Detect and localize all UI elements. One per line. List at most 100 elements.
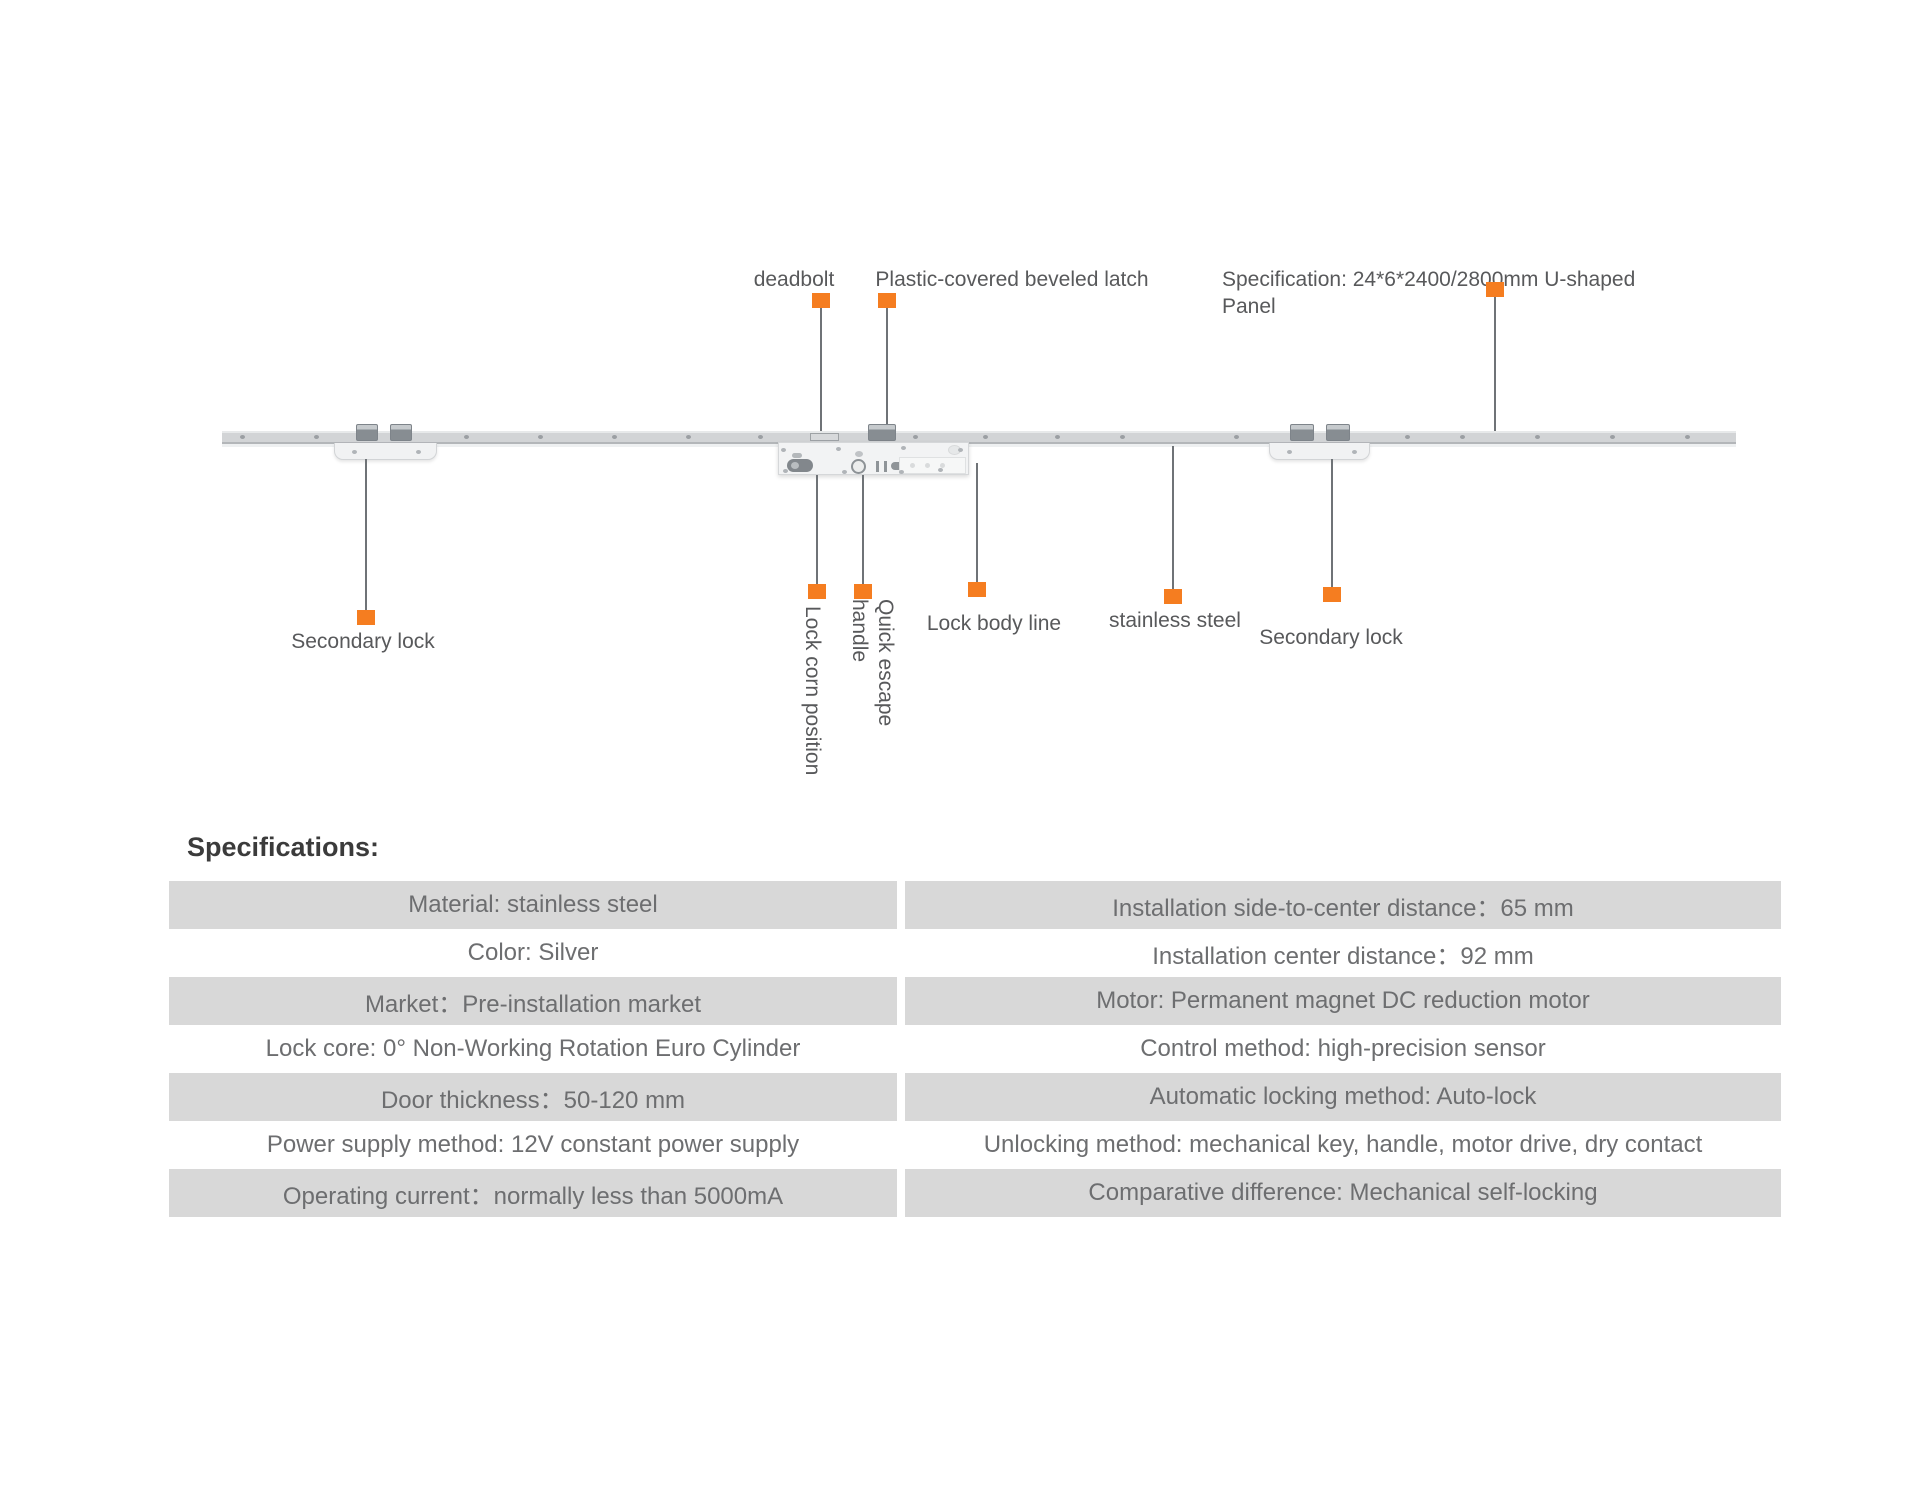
spec-cell-left: Door thickness：50-120 mm [169,1073,897,1121]
callout-marker-spec-panel [1486,282,1504,297]
screw-icon [1405,435,1410,439]
callout-marker-secondary-right [1323,587,1341,602]
spec-cell-left: Color: Silver [467,939,599,966]
leader-line-lock-corn [816,475,818,585]
callout-label-secondary-right: Secondary lock [1259,626,1403,649]
callout-marker-secondary-left [357,610,375,625]
callout-marker-deadbolt [812,293,830,308]
screw-icon [901,446,906,450]
screw-icon [416,450,421,454]
callout-label-lock-corn: Lock corn position [801,606,824,776]
spec-cell-left: Material: stainless steel [169,881,897,929]
callout-marker-quick-escape [854,584,872,599]
screw-icon [686,435,691,439]
table-row: Market：Pre-installation market Motor: Pe… [169,977,1781,1025]
spec-cell-right: Unlocking method: mechanical key, handle… [983,1131,1703,1158]
body-label-panel [899,457,966,474]
screw-icon [1234,435,1239,439]
panel-dot [940,463,945,468]
lock-rail [222,431,1736,444]
spec-cell-left: Market：Pre-installation market [169,977,897,1025]
callout-label-spec-panel: Specification: 24*6*2400/2800mm U-shaped… [1222,268,1636,318]
screw-icon [958,448,963,452]
cylinder-screw [792,453,802,458]
screw-icon [938,468,943,472]
spec-cell-left: Lock core: 0° Non-Working Rotation Euro … [265,1035,801,1062]
specifications-heading: Specifications: [187,832,380,862]
secondary-lock-right-bolt-1 [1290,424,1314,441]
spec-cell-left: Power supply method: 12V constant power … [266,1131,800,1158]
spec-cell-right: Motor: Permanent magnet DC reduction mot… [905,977,1781,1025]
leader-line-secondary-left [365,459,367,611]
callout-label-secondary-left: Secondary lock [291,630,435,653]
callout-marker-beveled-latch [878,293,896,308]
screw-icon [1352,450,1357,454]
screw-icon [783,469,788,473]
callout-label-beveled-latch: Plastic-covered beveled latch [875,268,1149,291]
body-slot-2 [884,461,887,472]
screw-icon [240,435,245,439]
screw-icon [842,470,847,474]
screw-icon [352,450,357,454]
screw-icon [899,470,904,474]
screw-icon [1120,435,1125,439]
cylinder-keyhole [791,462,799,469]
leader-line-spec-panel [1494,297,1496,432]
spec-cell-right: Comparative difference: Mechanical self-… [905,1169,1781,1217]
specifications-table: Material: stainless steel Installation s… [169,881,1781,1217]
callout-label-lock-body: Lock body line [926,612,1062,635]
leader-line-stainless [1172,446,1174,590]
screw-icon [836,447,841,451]
screw-icon [913,435,918,439]
body-slot-1 [876,461,879,472]
spec-cell-right: Automatic locking method: Auto-lock [905,1073,1781,1121]
spec-cell-right: Installation side-to-center distance：65 … [905,881,1781,929]
leader-line-lock-body [976,463,978,583]
spec-cell-right: Installation center distance：92 mm [1152,942,1534,970]
screw-icon [612,435,617,439]
handle-hub [851,459,866,474]
secondary-lock-left-case [334,443,437,460]
screw-icon [1535,435,1540,439]
table-row: Material: stainless steel Installation s… [169,881,1781,929]
deadbolt-slot [810,433,839,441]
screw-icon [1460,435,1465,439]
screw-icon [1287,450,1292,454]
screw-icon [1610,435,1615,439]
callout-marker-stainless [1164,589,1182,604]
screw-icon [781,448,786,452]
table-row: Color: Silver Installation center distan… [169,929,1781,977]
screw-icon [314,435,319,439]
panel-dot [925,463,930,468]
spec-cell-left: Operating current：normally less than 500… [169,1169,897,1217]
spec-cell-right: Control method: high-precision sensor [1140,1035,1546,1062]
hub-screw [855,451,863,457]
screw-icon [1685,435,1690,439]
table-row: Power supply method: 12V constant power … [169,1121,1781,1169]
leader-line-quick-escape [862,475,864,585]
screw-icon [983,435,988,439]
screw-icon [464,435,469,439]
screw-icon [538,435,543,439]
callout-label-stainless: stainless steel [1109,609,1241,632]
beveled-latch-block [868,424,896,441]
callout-label-deadbolt: deadbolt [753,268,835,291]
leader-line-deadbolt [820,308,822,433]
callout-label-quick-escape: Quick escape handle [848,599,897,727]
table-row: Operating current：normally less than 500… [169,1169,1781,1217]
secondary-lock-left-bolt-2 [390,424,412,441]
body-oval [891,462,905,470]
callout-marker-lock-corn [808,584,826,599]
callout-marker-lock-body [968,582,986,597]
table-row: Door thickness：50-120 mm Automatic locki… [169,1073,1781,1121]
leader-line-beveled-latch [886,308,888,425]
secondary-lock-right-bolt-2 [1326,424,1350,441]
leader-line-secondary-right [1331,459,1333,588]
panel-dot [910,463,915,468]
secondary-lock-right-case [1269,443,1370,460]
screw-icon [1055,435,1060,439]
screw-icon [758,435,763,439]
secondary-lock-left-bolt-1 [356,424,378,441]
table-row: Lock core: 0° Non-Working Rotation Euro … [169,1025,1781,1073]
